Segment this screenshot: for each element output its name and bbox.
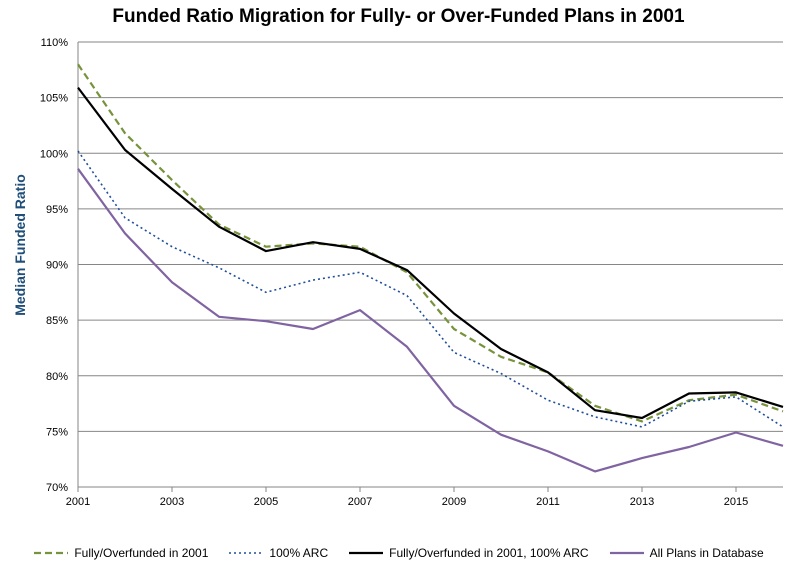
legend: Fully/Overfunded in 2001 100% ARC Fully/Ov… [0, 546, 797, 560]
legend-label: Fully/Overfunded in 2001, 100% ARC [389, 546, 589, 560]
legend-label: 100% ARC [269, 546, 329, 560]
y-tick-label: 70% [46, 482, 68, 494]
y-tick-label: 90% [46, 260, 68, 272]
axes [77, 42, 783, 492]
legend-item: 100% ARC [228, 546, 328, 560]
series-line-all-plans-in-database [77, 168, 784, 473]
x-tick-label: 2011 [536, 496, 560, 508]
legend-swatch [229, 552, 264, 554]
x-tick-label: 2013 [630, 496, 654, 508]
x-tick-label: 2001 [66, 496, 90, 508]
y-tick-labels: 70% 75% 80% 85% 90% 95% 100% 105% 110% [40, 37, 68, 494]
y-tick-label: 100% [40, 148, 68, 160]
legend-swatch [349, 551, 384, 555]
chart-title: Funded Ratio Migration for Fully- or Ove… [112, 6, 685, 27]
legend-label: All Plans in Database [649, 546, 764, 560]
y-tick-label: 105% [40, 93, 68, 105]
series-line-fully-overfunded-in-2001-100-arc [77, 86, 784, 420]
x-tick-label: 2003 [160, 496, 184, 508]
legend-label: Fully/Overfunded in 2001 [74, 546, 209, 560]
series-lines [77, 63, 784, 473]
x-tick-label: 2005 [254, 496, 278, 508]
y-tick-label: 110% [41, 37, 69, 49]
legend-swatch [609, 551, 644, 555]
legend-item: Fully/Overfunded in 2001, 100% ARC [348, 546, 589, 560]
x-tick-label: 2007 [348, 496, 372, 508]
legend-item: All Plans in Database [609, 546, 764, 560]
x-tick-label: 2009 [442, 496, 466, 508]
x-tick-label: 2015 [724, 496, 748, 508]
gridlines [78, 41, 783, 488]
x-tick-labels: 2001 2003 2005 2007 2009 2011 2013 2015 [66, 496, 748, 508]
y-tick-label: 80% [46, 371, 68, 383]
legend-swatch [34, 551, 69, 555]
y-tick-label: 85% [46, 315, 68, 327]
series-line-fully-overfunded-in-2001 [77, 63, 784, 423]
legend-item: Fully/Overfunded in 2001 [33, 546, 208, 560]
y-tick-label: 75% [46, 426, 68, 438]
series-line-100-arc [77, 150, 784, 428]
y-tick-label: 95% [46, 204, 68, 216]
